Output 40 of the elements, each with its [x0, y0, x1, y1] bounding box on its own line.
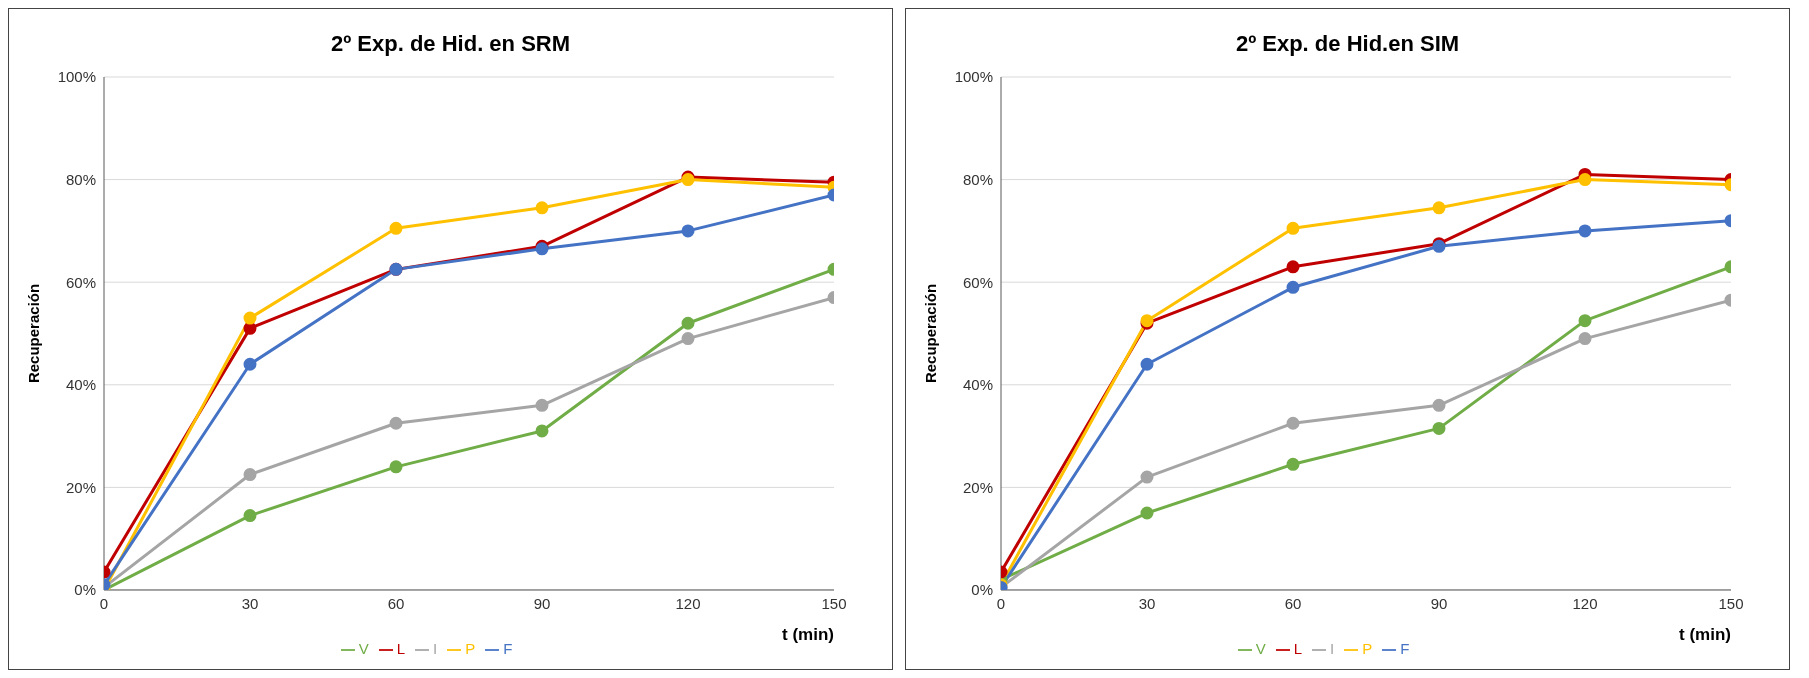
- y-tick-label: 100%: [954, 68, 993, 86]
- legend-label: I: [1330, 639, 1335, 657]
- y-tick-label: 80%: [962, 170, 993, 188]
- y-tick-label: 0%: [74, 581, 96, 599]
- x-tick-label: 120: [675, 594, 701, 612]
- legend-label: F: [503, 639, 513, 657]
- x-tick-label: 120: [1572, 594, 1598, 612]
- y-tick-label: 60%: [962, 273, 993, 291]
- chart-title: 2º Exp. de Hid.en SIM: [1234, 31, 1461, 58]
- legend-label: L: [1293, 639, 1302, 657]
- x-tick-label: 150: [821, 594, 847, 612]
- x-tick-label: 60: [1284, 594, 1302, 612]
- y-tick-label: 20%: [962, 478, 993, 496]
- x-tick-label: 0: [996, 594, 1006, 612]
- y-tick-label: 40%: [65, 376, 96, 394]
- x-tick-label: 90: [1430, 594, 1448, 612]
- legend-label: P: [1362, 639, 1373, 657]
- x-tick-label: 90: [533, 594, 551, 612]
- x-tick-label: 30: [1138, 594, 1156, 612]
- legend-label: V: [1255, 639, 1266, 657]
- x-axis-title: t (min): [1679, 624, 1731, 644]
- chart-title: 2º Exp. de Hid. en SRM: [329, 31, 572, 58]
- y-tick-label: 100%: [57, 68, 96, 86]
- x-axis-title: t (min): [782, 624, 834, 644]
- legend-label: I: [433, 639, 438, 657]
- y-axis-title: Recuperación: [25, 283, 43, 384]
- y-tick-label: 0%: [971, 581, 993, 599]
- legend-label: P: [465, 639, 476, 657]
- y-tick-label: 60%: [65, 273, 96, 291]
- legend-label: L: [396, 639, 405, 657]
- x-tick-label: 0: [99, 594, 109, 612]
- y-tick-label: 40%: [962, 376, 993, 394]
- legend-label: V: [358, 639, 369, 657]
- x-tick-label: 30: [241, 594, 259, 612]
- y-tick-label: 20%: [65, 478, 96, 496]
- y-axis-title: Recuperación: [922, 283, 940, 384]
- legend-label: F: [1400, 639, 1410, 657]
- y-tick-label: 80%: [65, 170, 96, 188]
- x-tick-label: 60: [387, 594, 405, 612]
- x-tick-label: 150: [1718, 594, 1744, 612]
